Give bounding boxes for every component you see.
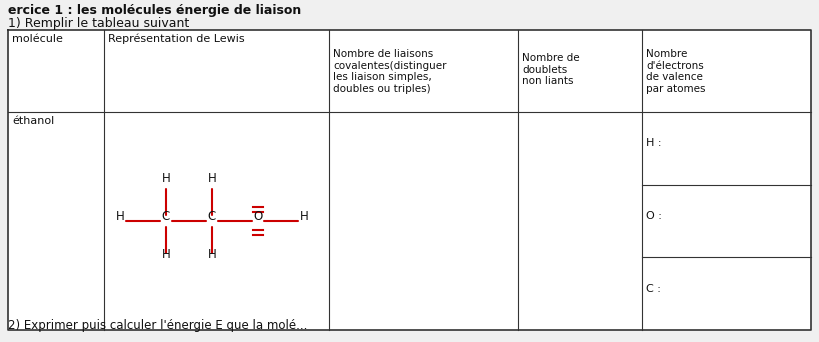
Text: C: C bbox=[161, 210, 170, 224]
Text: Nombre de liaisons
covalentes(distinguer
les liaison simples,
doubles ou triples: Nombre de liaisons covalentes(distinguer… bbox=[333, 49, 446, 94]
Text: ercice 1 : les molécules énergie de liaison: ercice 1 : les molécules énergie de liai… bbox=[8, 4, 301, 17]
Text: C :: C : bbox=[646, 284, 661, 294]
Text: Nombre de
doublets
non liants: Nombre de doublets non liants bbox=[522, 53, 580, 86]
Text: 2) Exprimer puis calculer l'énergie E que la molé...: 2) Exprimer puis calculer l'énergie E qu… bbox=[8, 319, 307, 332]
Text: H: H bbox=[207, 249, 216, 262]
Text: H: H bbox=[300, 210, 308, 224]
Text: molécule: molécule bbox=[12, 34, 63, 44]
Text: O: O bbox=[253, 210, 262, 224]
Text: Représentation de Lewis: Représentation de Lewis bbox=[108, 34, 245, 44]
Text: éthanol: éthanol bbox=[12, 116, 54, 126]
Text: H: H bbox=[207, 172, 216, 185]
Text: H: H bbox=[115, 210, 124, 224]
Text: H: H bbox=[161, 249, 170, 262]
Text: C: C bbox=[208, 210, 216, 224]
Text: H: H bbox=[161, 172, 170, 185]
Bar bbox=[8, 30, 811, 330]
Text: Nombre
d'électrons
de valence
par atomes: Nombre d'électrons de valence par atomes bbox=[646, 49, 706, 94]
Text: H :: H : bbox=[646, 138, 662, 148]
Text: O :: O : bbox=[646, 211, 663, 221]
Text: 1) Remplir le tableau suivant: 1) Remplir le tableau suivant bbox=[8, 17, 189, 30]
